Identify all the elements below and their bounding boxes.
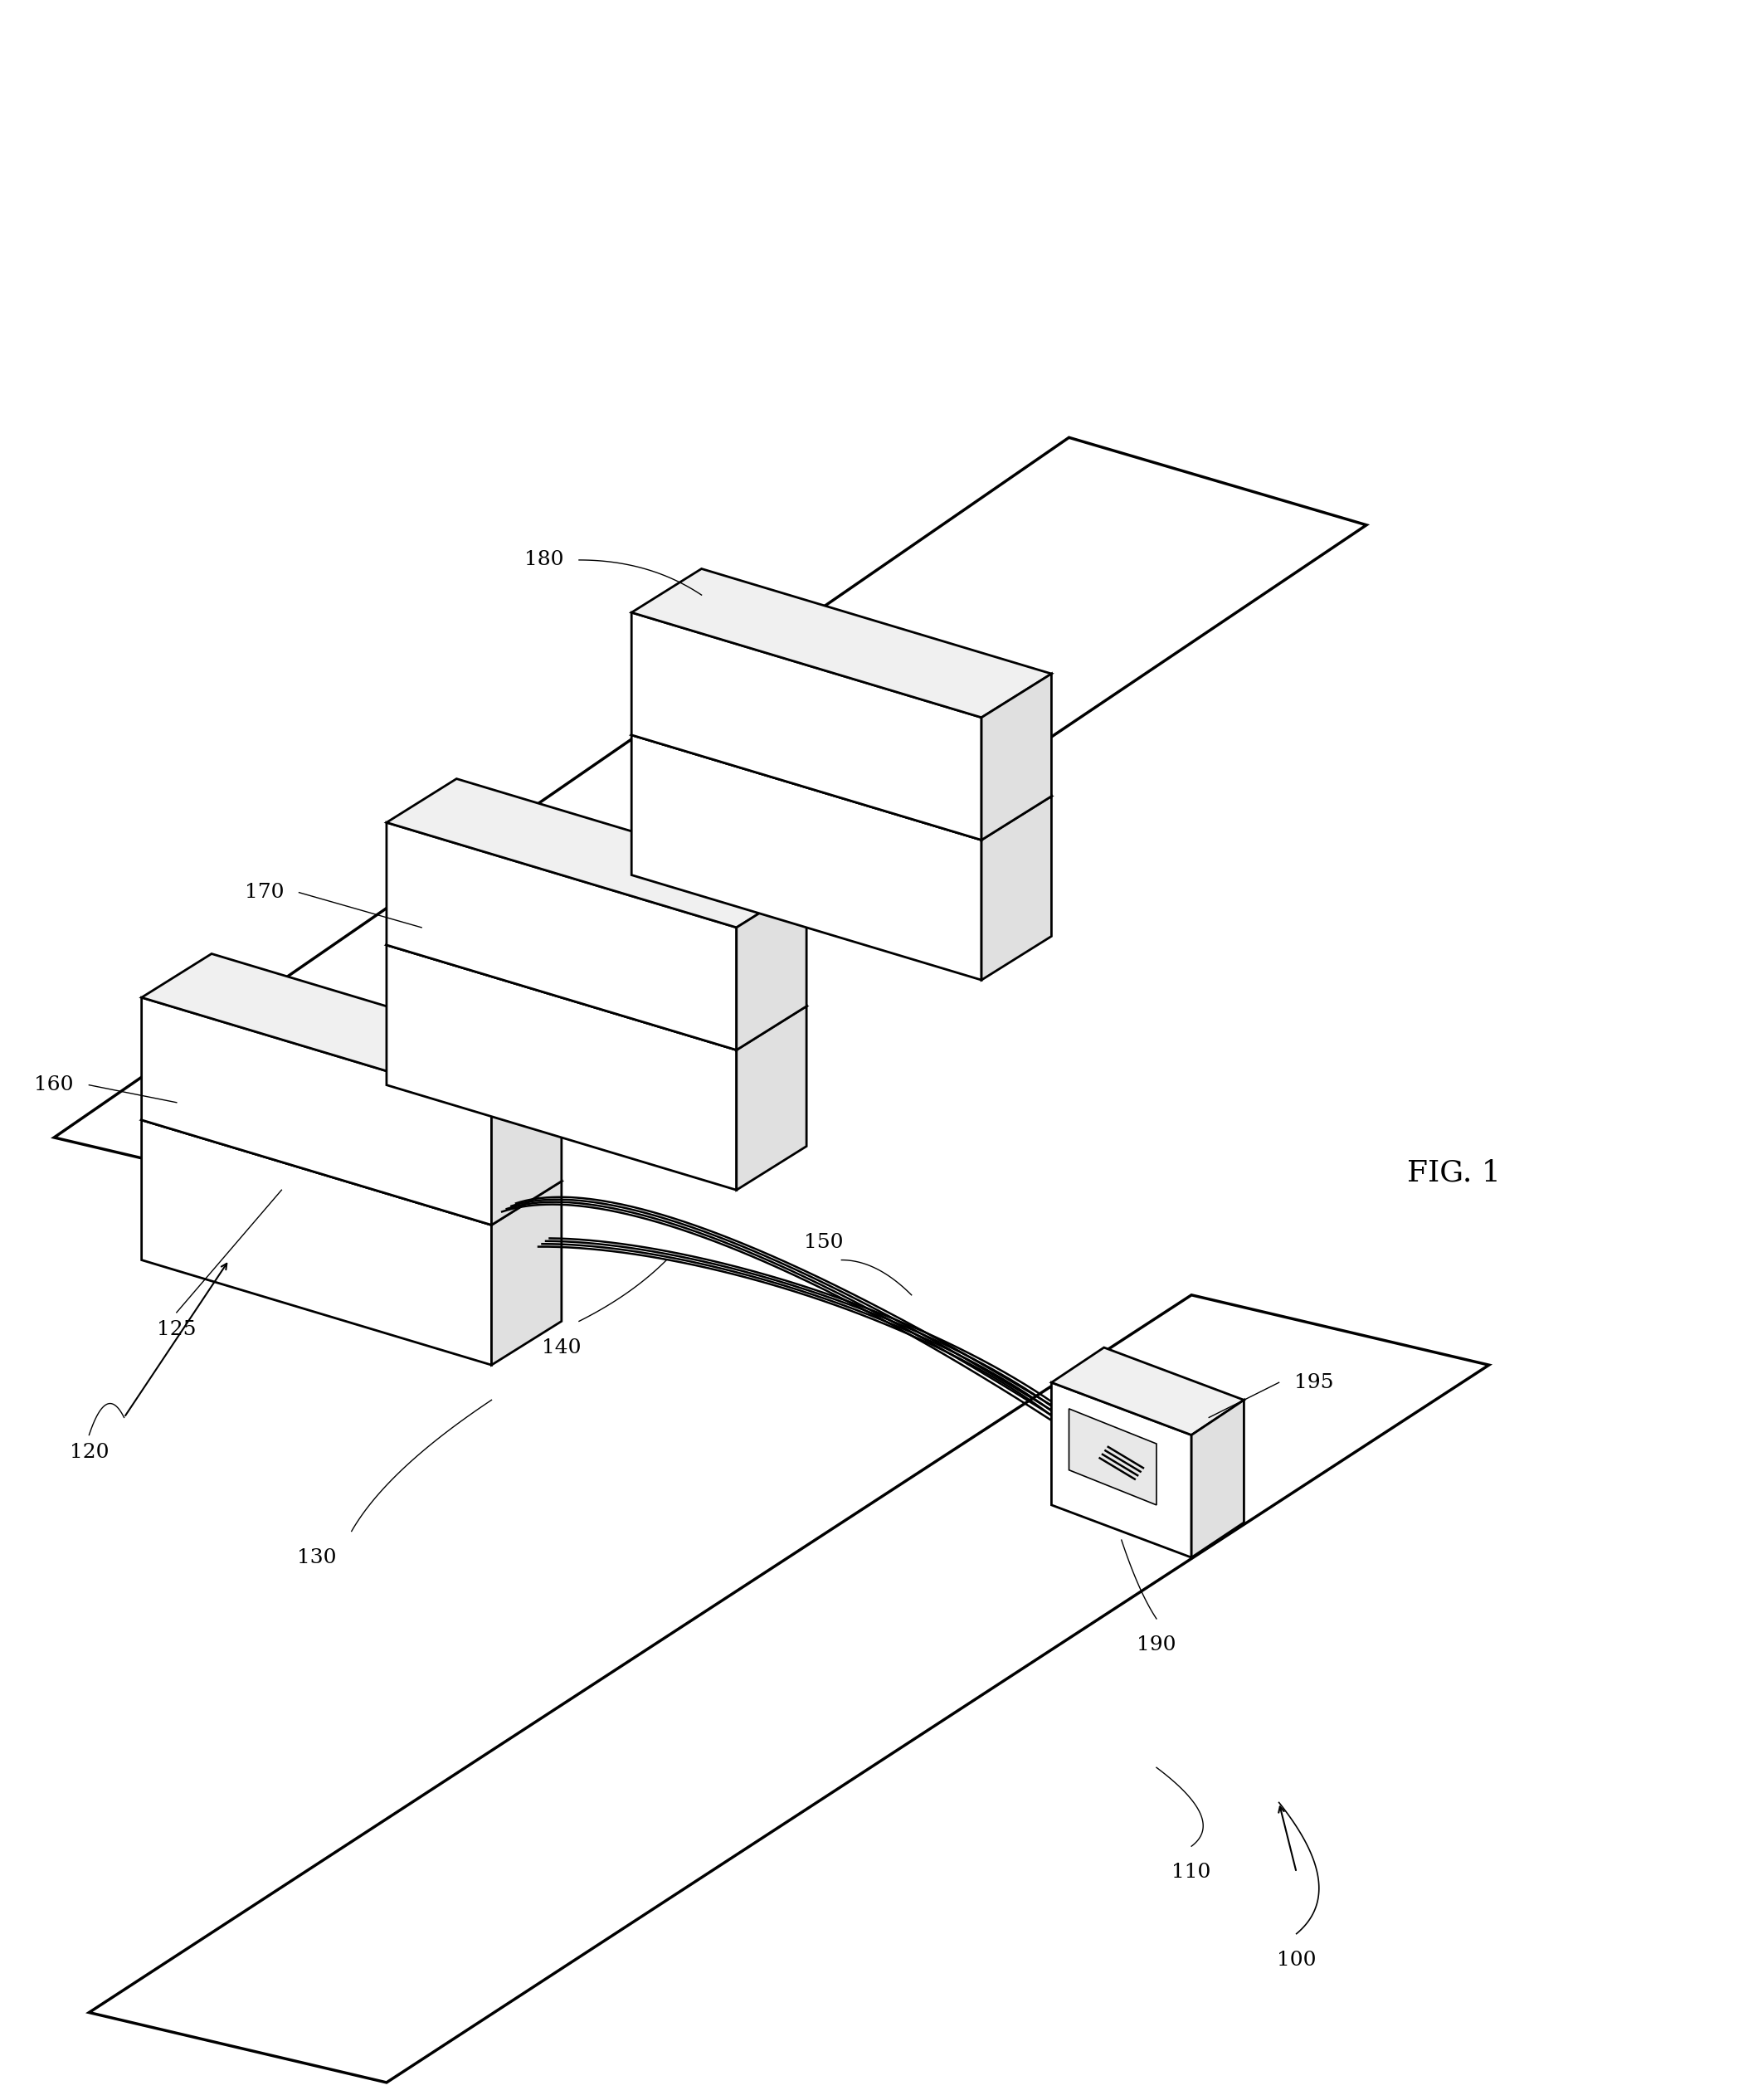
Polygon shape [387,945,736,1191]
Text: 150: 150 [805,1233,843,1252]
Text: 140: 140 [542,1338,582,1357]
Polygon shape [631,691,1052,840]
Text: 180: 180 [524,550,564,569]
Polygon shape [736,884,806,1050]
Polygon shape [387,779,806,928]
Polygon shape [142,953,561,1102]
Polygon shape [142,997,491,1224]
Text: 195: 195 [1294,1373,1334,1392]
Polygon shape [142,1077,561,1224]
Polygon shape [491,1058,561,1224]
Polygon shape [1192,1401,1245,1558]
Polygon shape [387,901,806,1050]
Text: 190: 190 [1136,1636,1176,1655]
Polygon shape [142,1119,491,1365]
Polygon shape [1069,1409,1157,1506]
Text: 100: 100 [1276,1951,1317,1970]
Polygon shape [1052,1348,1245,1434]
Polygon shape [1052,1382,1192,1558]
Text: 110: 110 [1171,1863,1211,1882]
Text: 125: 125 [156,1321,196,1340]
Polygon shape [736,1006,806,1191]
Text: 160: 160 [35,1075,74,1094]
Polygon shape [631,569,1052,718]
Polygon shape [631,735,982,981]
Polygon shape [89,1296,1488,2083]
Polygon shape [387,823,736,1050]
Polygon shape [631,613,982,840]
Polygon shape [982,796,1052,981]
Text: 120: 120 [70,1443,109,1462]
Polygon shape [54,437,1366,1207]
Text: 170: 170 [244,882,284,903]
Polygon shape [491,1180,561,1365]
Text: 130: 130 [296,1548,337,1567]
Text: FIG. 1: FIG. 1 [1408,1159,1501,1186]
Polygon shape [982,674,1052,840]
